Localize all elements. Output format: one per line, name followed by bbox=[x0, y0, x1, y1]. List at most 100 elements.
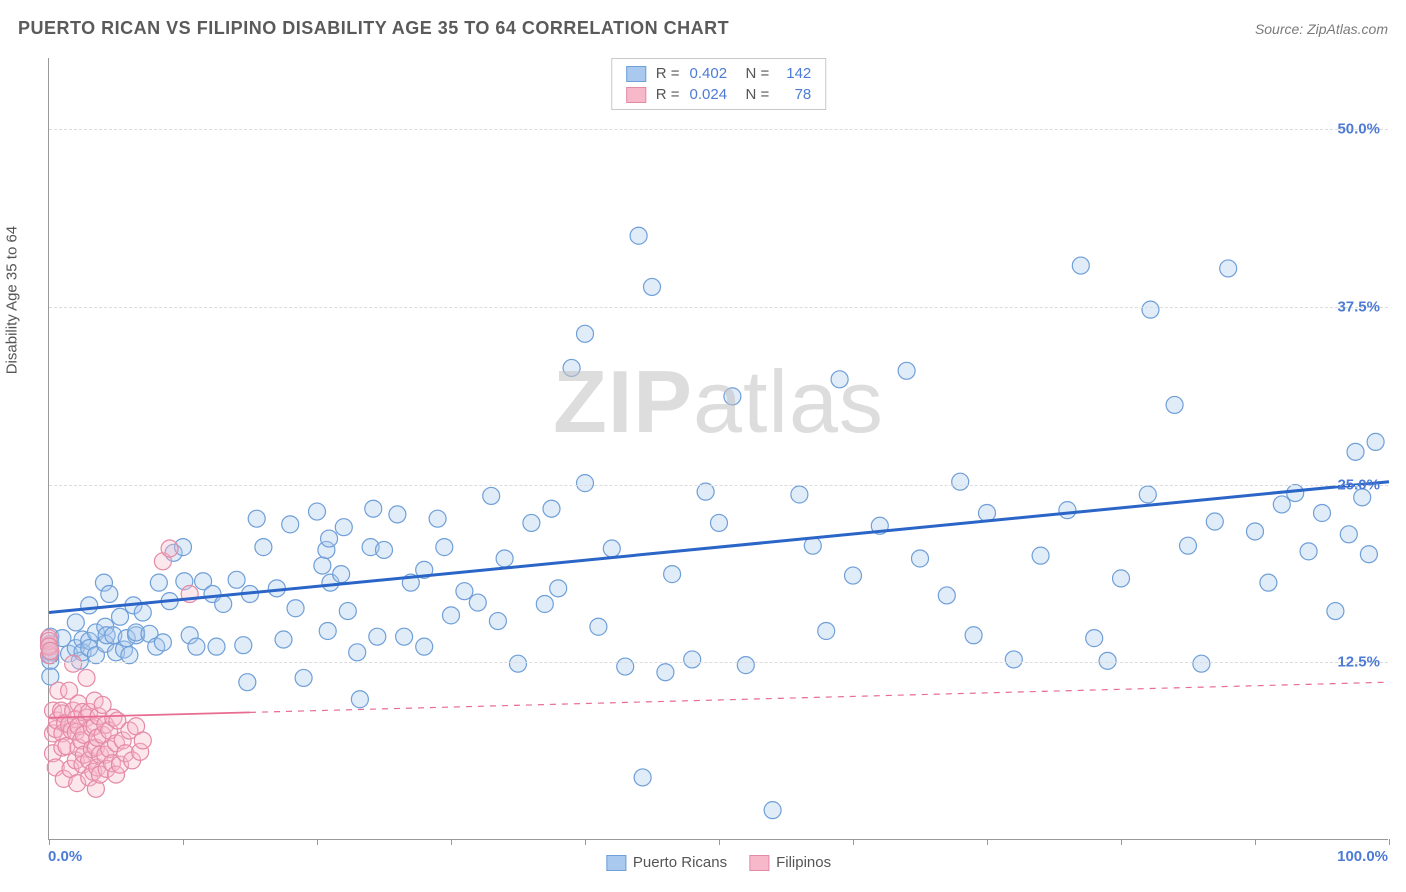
scatter-point bbox=[369, 628, 386, 645]
scatter-point bbox=[634, 769, 651, 786]
scatter-point bbox=[697, 483, 714, 500]
stats-r-value: 0.024 bbox=[690, 84, 736, 105]
legend-label: Puerto Ricans bbox=[633, 854, 727, 871]
scatter-point bbox=[208, 638, 225, 655]
chart-svg bbox=[49, 58, 1388, 839]
scatter-point bbox=[684, 651, 701, 668]
scatter-point bbox=[134, 604, 151, 621]
x-tick bbox=[719, 839, 720, 845]
x-axis-label-min: 0.0% bbox=[48, 848, 82, 865]
scatter-point bbox=[965, 627, 982, 644]
x-tick bbox=[49, 839, 50, 845]
scatter-point bbox=[228, 571, 245, 588]
scatter-point bbox=[510, 655, 527, 672]
x-tick bbox=[183, 839, 184, 845]
scatter-point bbox=[845, 567, 862, 584]
scatter-point bbox=[1340, 526, 1357, 543]
x-tick bbox=[1389, 839, 1390, 845]
scatter-point bbox=[112, 608, 129, 625]
scatter-point bbox=[1193, 655, 1210, 672]
scatter-point bbox=[1139, 486, 1156, 503]
scatter-point bbox=[67, 614, 84, 631]
scatter-point bbox=[134, 732, 151, 749]
grid-line bbox=[49, 485, 1388, 486]
grid-line bbox=[49, 307, 1388, 308]
scatter-point bbox=[644, 278, 661, 295]
stats-row: R =0.402N =142 bbox=[626, 63, 812, 84]
scatter-point bbox=[1360, 546, 1377, 563]
legend-label: Filipinos bbox=[776, 854, 831, 871]
grid-line bbox=[49, 662, 1388, 663]
scatter-point bbox=[724, 388, 741, 405]
stats-row: R =0.024N =78 bbox=[626, 84, 812, 105]
legend-item: Filipinos bbox=[749, 854, 831, 871]
scatter-point bbox=[664, 566, 681, 583]
scatter-point bbox=[1072, 257, 1089, 274]
x-tick bbox=[451, 839, 452, 845]
scatter-point bbox=[154, 634, 171, 651]
scatter-point bbox=[335, 519, 352, 536]
y-tick-label: 37.5% bbox=[1337, 298, 1380, 315]
scatter-point bbox=[275, 631, 292, 648]
scatter-point bbox=[319, 622, 336, 639]
scatter-point bbox=[550, 580, 567, 597]
scatter-point bbox=[376, 541, 393, 558]
scatter-point bbox=[339, 603, 356, 620]
x-tick bbox=[987, 839, 988, 845]
title-bar: PUERTO RICAN VS FILIPINO DISABILITY AGE … bbox=[18, 18, 1388, 39]
scatter-point bbox=[489, 613, 506, 630]
y-tick-label: 50.0% bbox=[1337, 121, 1380, 138]
scatter-point bbox=[321, 530, 338, 547]
scatter-point bbox=[1273, 496, 1290, 513]
x-tick bbox=[317, 839, 318, 845]
scatter-point bbox=[161, 540, 178, 557]
scatter-point bbox=[711, 514, 728, 531]
scatter-point bbox=[314, 557, 331, 574]
scatter-point bbox=[469, 594, 486, 611]
stats-n-label: N = bbox=[746, 63, 770, 84]
scatter-point bbox=[912, 550, 929, 567]
scatter-point bbox=[630, 227, 647, 244]
trend-line-dashed bbox=[250, 682, 1389, 712]
scatter-point bbox=[818, 622, 835, 639]
stats-box: R =0.402N =142R =0.024N =78 bbox=[611, 58, 827, 110]
plot-area: ZIPatlas R =0.402N =142R =0.024N =78 Pue… bbox=[48, 58, 1388, 840]
scatter-point bbox=[436, 539, 453, 556]
scatter-point bbox=[1086, 630, 1103, 647]
scatter-point bbox=[603, 540, 620, 557]
scatter-point bbox=[1220, 260, 1237, 277]
scatter-point bbox=[309, 503, 326, 520]
scatter-point bbox=[1247, 523, 1264, 540]
scatter-point bbox=[1347, 443, 1364, 460]
scatter-point bbox=[938, 587, 955, 604]
y-axis-title: Disability Age 35 to 64 bbox=[4, 226, 21, 374]
stats-r-value: 0.402 bbox=[690, 63, 736, 84]
scatter-point bbox=[282, 516, 299, 533]
scatter-point bbox=[543, 500, 560, 517]
scatter-point bbox=[1367, 433, 1384, 450]
scatter-point bbox=[1180, 537, 1197, 554]
legend-swatch bbox=[749, 855, 769, 871]
scatter-point bbox=[577, 325, 594, 342]
scatter-point bbox=[1099, 652, 1116, 669]
scatter-point bbox=[577, 475, 594, 492]
scatter-point bbox=[81, 597, 98, 614]
y-tick-label: 25.0% bbox=[1337, 476, 1380, 493]
legend-item: Puerto Ricans bbox=[606, 854, 727, 871]
scatter-point bbox=[536, 595, 553, 612]
scatter-point bbox=[1314, 504, 1331, 521]
scatter-point bbox=[1142, 301, 1159, 318]
scatter-point bbox=[349, 644, 366, 661]
scatter-point bbox=[1287, 485, 1304, 502]
chart-title: PUERTO RICAN VS FILIPINO DISABILITY AGE … bbox=[18, 18, 729, 39]
x-tick bbox=[853, 839, 854, 845]
scatter-point bbox=[416, 638, 433, 655]
scatter-point bbox=[590, 618, 607, 635]
scatter-point bbox=[523, 514, 540, 531]
scatter-point bbox=[1327, 603, 1344, 620]
stats-n-label: N = bbox=[746, 84, 770, 105]
scatter-point bbox=[389, 506, 406, 523]
stats-r-label: R = bbox=[656, 84, 680, 105]
scatter-point bbox=[255, 539, 272, 556]
scatter-point bbox=[617, 658, 634, 675]
